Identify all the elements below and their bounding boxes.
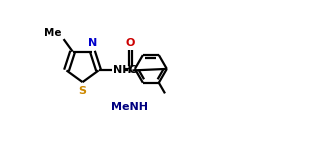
Text: C: C xyxy=(128,65,137,75)
Text: N: N xyxy=(88,38,97,48)
Text: S: S xyxy=(78,86,86,96)
Text: Me: Me xyxy=(44,28,61,38)
Text: O: O xyxy=(125,38,135,48)
Text: NH: NH xyxy=(113,65,131,75)
Text: MeNH: MeNH xyxy=(111,102,148,112)
